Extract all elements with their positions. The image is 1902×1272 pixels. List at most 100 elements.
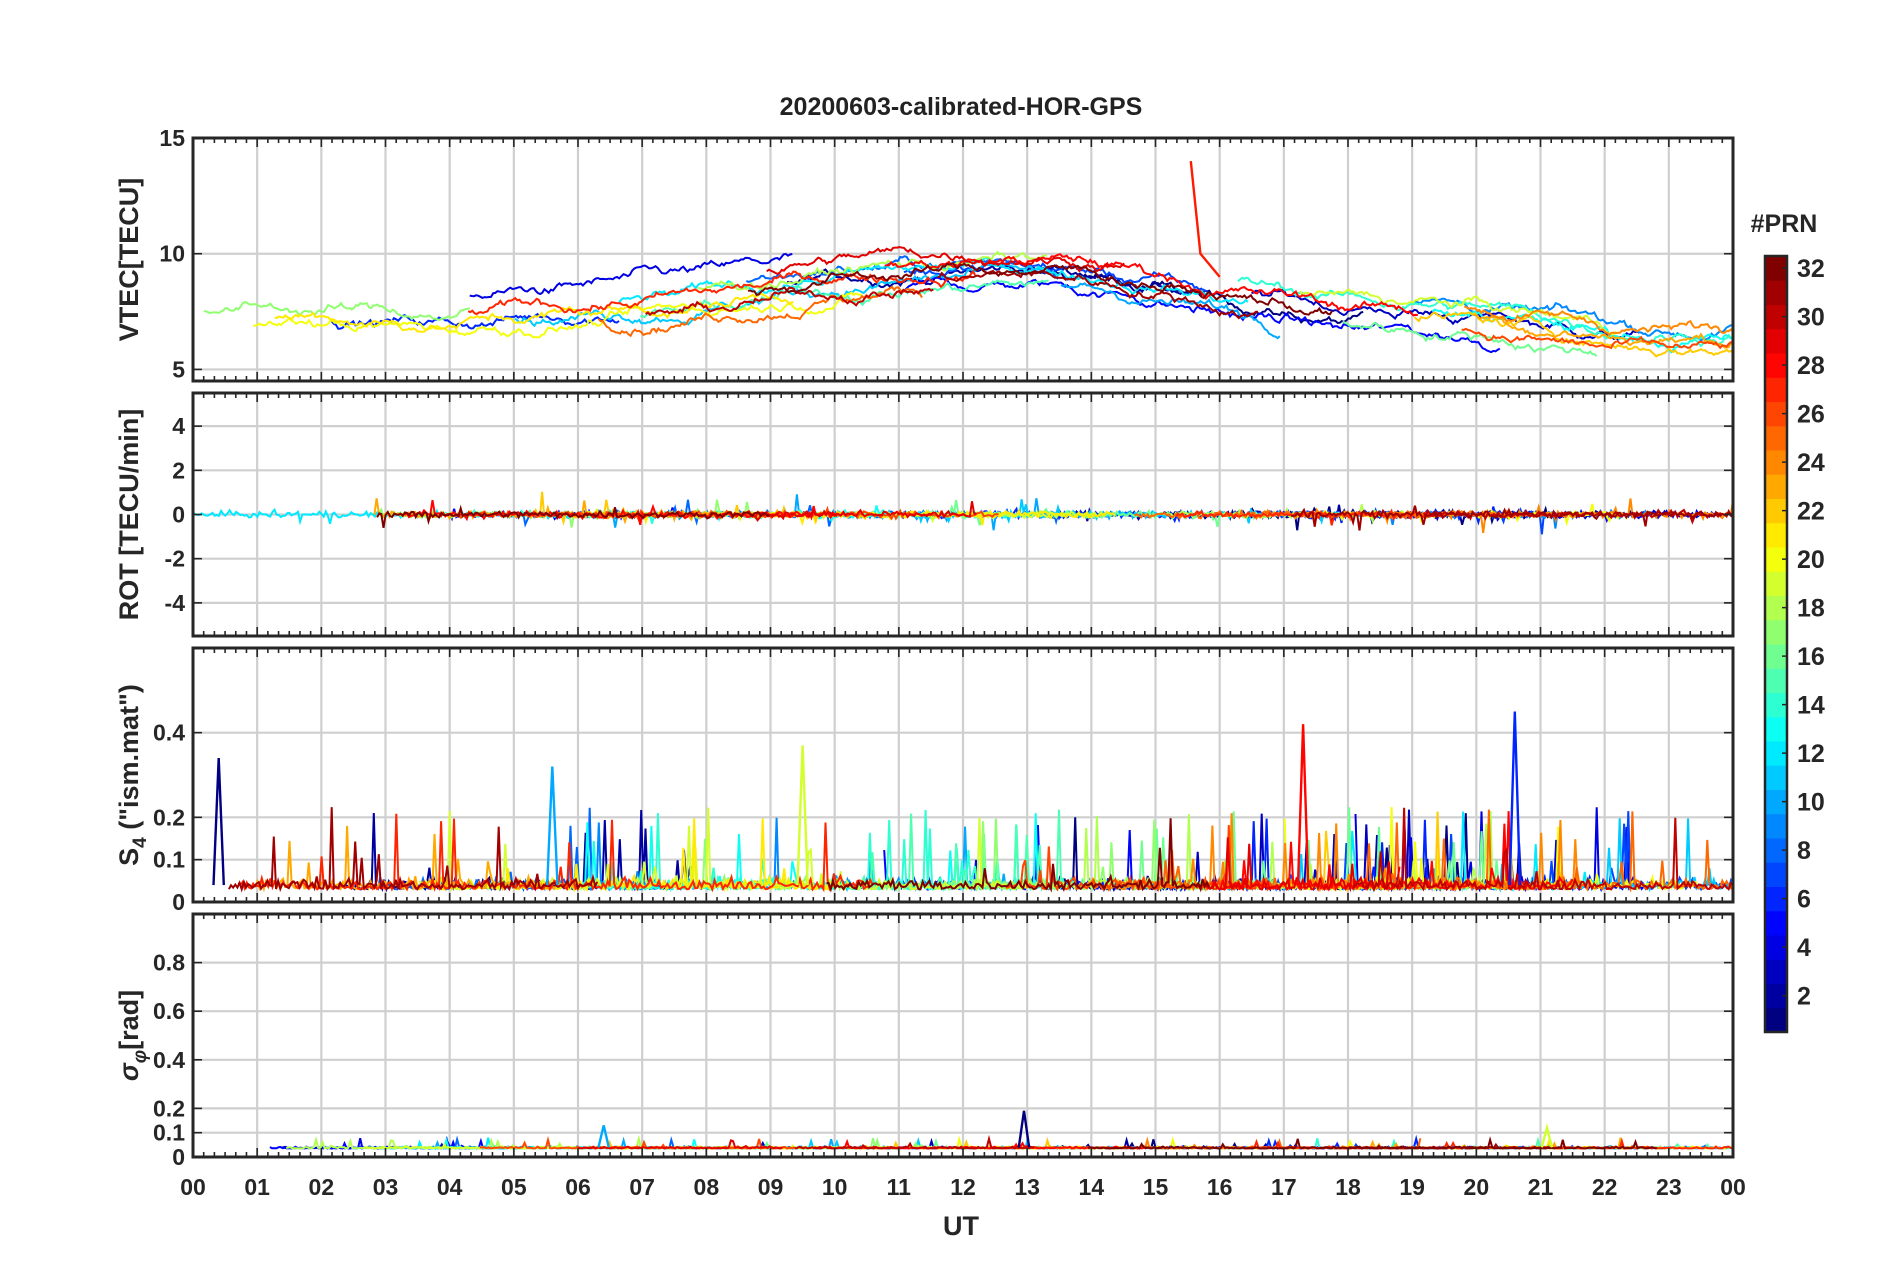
peak-mark (1296, 724, 1310, 886)
x-tick-label: 23 (1656, 1174, 1682, 1200)
x-tick-label: 22 (1592, 1174, 1618, 1200)
vtec-spike (1189, 160, 1221, 278)
prn-trace (1463, 305, 1733, 337)
colorbar-band (1765, 910, 1787, 936)
colorbar-tick-label: 32 (1797, 255, 1825, 283)
x-tick-label: 08 (694, 1174, 720, 1200)
peak-mark (597, 1125, 610, 1148)
colorbar-band (1765, 377, 1787, 402)
colorbar-band (1765, 1007, 1787, 1033)
y-tick-label: 0 (172, 889, 185, 915)
y-tick-label: 0.4 (153, 720, 185, 746)
y-tick-label: 0.8 (153, 950, 185, 976)
x-tick-label: 04 (437, 1174, 463, 1200)
x-tick-label: 11 (887, 1174, 912, 1200)
colorbar-tick-label: 18 (1797, 595, 1825, 623)
colorbar-band (1765, 935, 1787, 960)
prn-trace (884, 253, 1418, 317)
colorbar-tick-label: 2 (1797, 983, 1811, 1011)
prn-trace (376, 504, 770, 528)
x-tick-label: 21 (1528, 1174, 1554, 1200)
x-axis-label: UT (943, 1211, 979, 1241)
prn-trace (747, 262, 1334, 316)
x-tick-label: 15 (1143, 1174, 1169, 1200)
colorbar-band (1765, 571, 1787, 596)
prn-trace (237, 813, 874, 893)
y-axis-label: S4 ("ism.mat") (114, 684, 151, 866)
y-tick-label: 0 (172, 502, 185, 528)
x-tick-label: 07 (629, 1174, 655, 1200)
colorbar-band (1765, 474, 1787, 499)
prn-trace (1352, 807, 1733, 892)
colorbar-band (1765, 498, 1787, 524)
x-ticks (192, 393, 1734, 636)
prn-trace (787, 264, 1203, 296)
prn-trace (766, 245, 1125, 276)
prn-trace (467, 269, 976, 316)
peak-mark (796, 745, 809, 886)
colorbar-frame (1763, 254, 1789, 1034)
y-tick-labels: -4 -2 0 2 4 (165, 413, 1733, 616)
prn-trace (1060, 282, 1281, 340)
x-tick-label: 18 (1335, 1174, 1361, 1200)
colorbar-tick-label: 12 (1797, 740, 1825, 768)
peak-mark (1540, 1123, 1554, 1148)
colorbar-band (1765, 425, 1787, 451)
y-tick-labels: 00.10.2 0.4 0.6 0.8 (153, 950, 1733, 1170)
colorbar-band (1765, 668, 1787, 693)
prn-trace (203, 301, 471, 322)
colorbar-tick-label: 8 (1797, 837, 1811, 865)
prn-trace (746, 501, 977, 522)
peak-mark (212, 758, 225, 886)
colorbar-tick-label: 16 (1797, 643, 1825, 671)
prn-trace (1087, 1136, 1657, 1150)
colorbar-tick-label: 30 (1797, 304, 1825, 332)
y-tick-label: 0.4 (153, 1047, 185, 1073)
prn-trace (578, 1139, 783, 1150)
colorbar-band (1765, 328, 1787, 354)
x-tick-label: 01 (244, 1174, 270, 1200)
colorbar-band (1765, 619, 1787, 645)
y-tick-label: 0.6 (153, 998, 185, 1024)
colorbar-tick-label: 20 (1797, 546, 1825, 574)
x-tick-label: 19 (1399, 1174, 1425, 1200)
x-tick-label: 20 (1464, 1174, 1490, 1200)
prn-trace (597, 285, 923, 338)
y-tick-label: -2 (165, 546, 185, 572)
prn-trace (469, 252, 793, 299)
y-axis-label: VTEC[TECU] (114, 178, 144, 342)
colorbar-title: #PRN (1751, 210, 1818, 238)
y-tick-label: 2 (172, 457, 185, 483)
colorbar-tick-label: 14 (1797, 692, 1825, 720)
colorbar-band (1765, 886, 1787, 912)
x-tick-label: 17 (1271, 1174, 1297, 1200)
colorbar-band (1765, 838, 1787, 863)
colorbar-tick-label: 22 (1797, 498, 1825, 526)
peak-mark (546, 766, 559, 886)
series-sigma_phi (269, 1110, 1733, 1151)
prn-trace (1291, 505, 1733, 531)
x-tick-label: 03 (373, 1174, 399, 1200)
colorbar-band (1765, 547, 1787, 572)
y-tick-label: 0.2 (153, 1095, 185, 1121)
y-axis-label: ROT [TECU/min] (114, 409, 144, 620)
x-tick-label: 06 (565, 1174, 591, 1200)
colorbar-band (1765, 401, 1787, 427)
colorbar-tick-label: 6 (1797, 886, 1811, 914)
x-tick-label: 05 (501, 1174, 527, 1200)
colorbar-band (1765, 450, 1787, 475)
y-axis-label: σφ[rad] (114, 990, 151, 1081)
colorbar-band (1765, 765, 1787, 790)
gridlines (193, 914, 1733, 1157)
x-tick-label: 09 (758, 1174, 784, 1200)
y-tick-label: 10 (159, 241, 185, 267)
colorbar-band (1765, 280, 1787, 305)
prn-trace (253, 291, 863, 339)
colorbar-tick-label: 4 (1797, 934, 1811, 962)
x-tick-label: 02 (309, 1174, 335, 1200)
colorbar-band (1765, 595, 1787, 621)
prn-trace (1115, 809, 1733, 893)
x-tick-label: 00 (1720, 1174, 1746, 1200)
prn-trace (1473, 314, 1733, 349)
